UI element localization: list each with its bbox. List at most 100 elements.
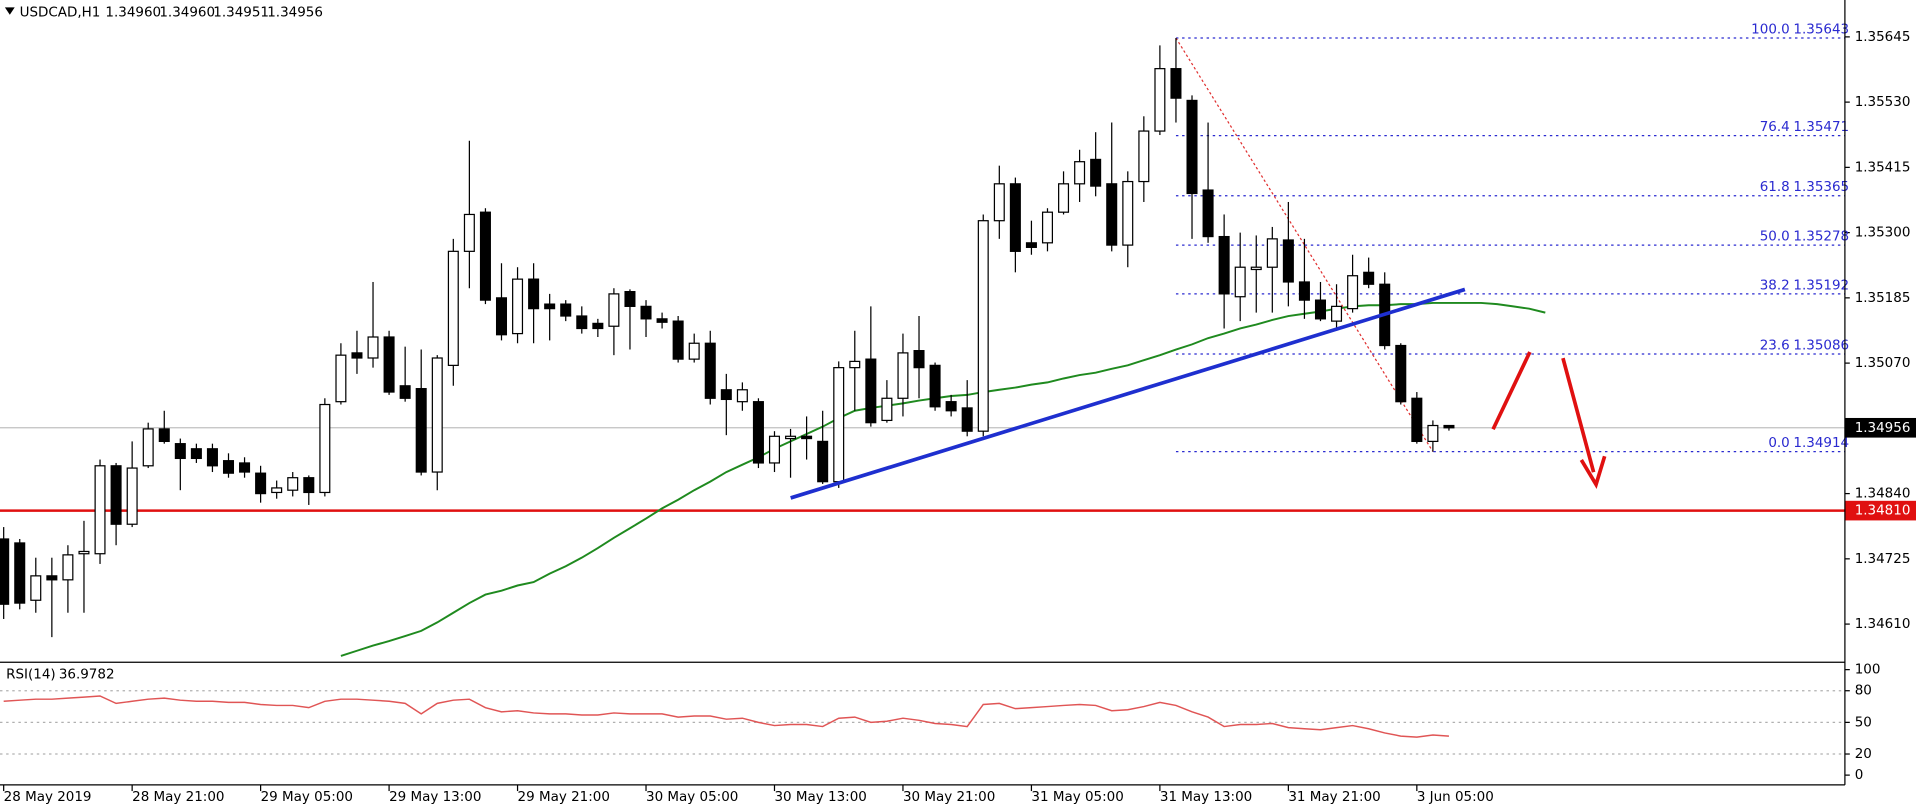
candle-body	[399, 385, 411, 399]
candle-body	[544, 303, 556, 310]
candle-body	[752, 401, 764, 464]
candle-body	[1443, 424, 1455, 429]
candle-body	[319, 403, 331, 494]
candle-body	[672, 320, 684, 360]
candle-body	[528, 278, 540, 310]
trend-line	[790, 287, 1466, 500]
candle-body	[1041, 211, 1054, 244]
candle-body	[94, 465, 106, 555]
candle-body	[463, 213, 475, 252]
candle-body	[833, 367, 845, 483]
candle-body	[1138, 130, 1150, 183]
candle-body	[1202, 189, 1214, 238]
x-tick-label: 3 Jun 05:00	[1417, 789, 1494, 805]
x-tick-label: 28 May 2019	[4, 789, 92, 805]
moving-average	[340, 301, 1546, 657]
fib-level-label: 61.8	[1760, 179, 1790, 195]
y-tick-label: 1.34610	[1855, 616, 1911, 632]
candle-body	[0, 538, 10, 605]
candle-body	[1314, 299, 1326, 320]
candle-body	[351, 352, 363, 359]
candle-body	[46, 575, 58, 581]
candle-body	[1347, 275, 1359, 310]
candle-body	[688, 342, 700, 360]
arrow-up	[1491, 351, 1532, 431]
candle-body	[785, 435, 797, 440]
x-tick-label: 29 May 05:00	[261, 789, 353, 805]
x-tick-label: 30 May 13:00	[774, 789, 866, 805]
fib-level-label: 76.4	[1760, 119, 1790, 135]
candle-body	[913, 350, 925, 369]
candle-body	[1363, 271, 1375, 285]
candle-body	[512, 278, 524, 335]
fib-price-label: 1.35643	[1793, 21, 1849, 37]
candle-body	[1395, 344, 1407, 403]
candle-body	[62, 554, 74, 581]
header-close: 1.34956	[267, 4, 323, 20]
candle-body	[768, 435, 781, 464]
fib-level-label: 38.2	[1760, 277, 1790, 293]
fib-price-label: 1.34914	[1793, 435, 1849, 451]
x-tick-label: 31 May 05:00	[1031, 789, 1123, 805]
candle-body	[14, 542, 26, 604]
fib-price-label: 1.35192	[1793, 277, 1849, 293]
candle-body	[1009, 183, 1021, 252]
candle-body	[817, 440, 829, 483]
y-tick-label: 1.35530	[1855, 94, 1911, 110]
candle-body	[495, 297, 508, 336]
y-tick-label: 1.35070	[1855, 355, 1911, 371]
chart-title: USDCAD,H1	[20, 4, 101, 20]
candle-body	[1282, 239, 1294, 283]
y-tick-label: 1.35645	[1855, 29, 1911, 45]
candle-body	[592, 322, 604, 330]
arrow-down	[1561, 357, 1596, 473]
fib-level-label: 23.6	[1760, 337, 1790, 353]
candle-body	[1058, 183, 1070, 213]
candle-body	[640, 305, 652, 320]
candle-body	[1427, 424, 1439, 443]
candle-body	[656, 318, 668, 323]
candle-body	[158, 428, 170, 443]
x-tick-label: 29 May 21:00	[518, 789, 610, 805]
candle-body	[1090, 158, 1102, 187]
header-low: 1.34951	[213, 4, 269, 20]
candle-body	[849, 360, 861, 369]
candle-body	[447, 250, 459, 366]
candle-body	[1218, 235, 1230, 295]
candle-body	[142, 428, 154, 467]
candle-body	[479, 211, 491, 301]
y-tick-label: 1.35185	[1855, 290, 1911, 306]
rsi-line	[3, 695, 1450, 738]
candle-body	[287, 477, 299, 491]
candle-body	[608, 293, 620, 327]
y-tick-label: 1.34725	[1855, 551, 1911, 567]
candle-body	[415, 388, 427, 473]
candle-body	[720, 389, 732, 401]
candle-body	[1411, 397, 1423, 443]
candle-body	[704, 342, 716, 399]
candle-body	[126, 467, 138, 525]
candle-body	[383, 336, 395, 393]
candle-body	[255, 472, 267, 495]
candle-body	[801, 435, 813, 440]
candle-body	[367, 336, 379, 359]
candle-body	[1186, 99, 1198, 195]
candle-body	[222, 460, 235, 474]
rsi-y-tick-label: 0	[1855, 767, 1864, 783]
candle-body	[736, 389, 748, 403]
x-tick-label: 31 May 21:00	[1288, 789, 1380, 805]
candle-body	[110, 465, 122, 525]
rsi-value: 36.9782	[59, 667, 115, 683]
x-tick-label: 28 May 21:00	[132, 789, 224, 805]
candle-body	[881, 397, 893, 422]
y-tick-label: 1.34840	[1855, 486, 1911, 502]
candle-body	[335, 354, 347, 403]
candle-body	[1074, 161, 1086, 185]
candle-body	[929, 364, 941, 408]
current-price-label: 1.34956	[1855, 420, 1911, 436]
fib-price-label: 1.35086	[1793, 337, 1849, 353]
rsi-y-tick-label: 20	[1855, 746, 1872, 762]
